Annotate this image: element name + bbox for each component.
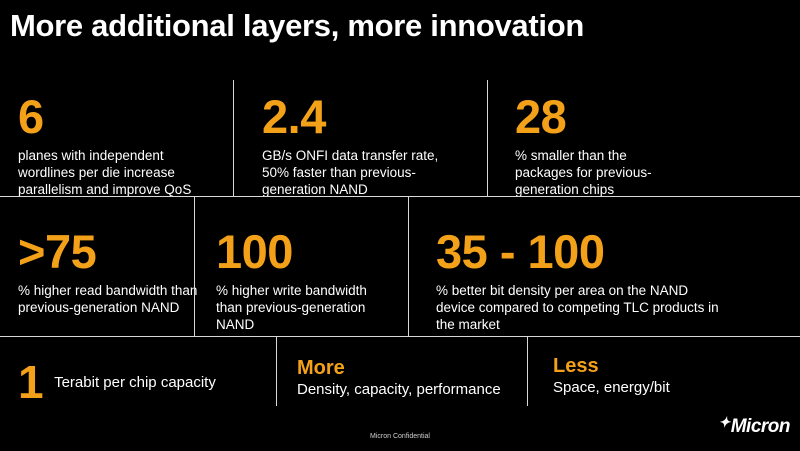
stat-value: 35 - 100	[436, 225, 605, 278]
stat-less: Less Space, energy/bit	[553, 356, 753, 396]
micron-logo: ✦Micron	[718, 414, 790, 438]
row-divider	[0, 196, 800, 197]
divider	[233, 80, 234, 196]
stat-description: Density, capacity, performance	[297, 381, 501, 398]
stat-value: 6	[18, 90, 44, 143]
stat-value: 100	[216, 225, 293, 278]
divider	[194, 196, 195, 336]
stat-more: More Density, capacity, performance	[297, 358, 527, 398]
divider	[527, 336, 528, 406]
stat-package-size: 28 % smaller than the packages for previ…	[515, 93, 665, 198]
stat-value: 28	[515, 90, 567, 143]
stat-description: planes with independent wordlines per di…	[18, 148, 192, 197]
stat-planes: 6 planes with independent wordlines per …	[18, 93, 223, 198]
stat-description: Terabit per chip capacity	[54, 373, 216, 391]
divider	[408, 196, 409, 336]
stat-value: >75	[18, 225, 97, 278]
slide-title: More additional layers, more innovation	[10, 8, 584, 43]
stat-description: % better bit density per area on the NAN…	[436, 283, 719, 332]
stat-description: Space, energy/bit	[553, 379, 670, 396]
stat-bit-density: 35 - 100 % better bit density per area o…	[436, 228, 721, 333]
divider	[487, 80, 488, 196]
stat-transfer-rate: 2.4 GB/s ONFI data transfer rate, 50% fa…	[262, 93, 467, 198]
stat-capacity: 1 Terabit per chip capacity	[18, 359, 268, 405]
stat-description: % higher write bandwidth than previous-g…	[216, 283, 367, 332]
micron-mark-icon: ✦	[718, 414, 730, 430]
stat-read-bandwidth: >75 % higher read bandwidth than previou…	[18, 228, 198, 316]
row-divider	[0, 336, 800, 337]
divider	[276, 336, 277, 406]
stat-description: % higher read bandwidth than previous-ge…	[18, 283, 198, 315]
stat-write-bandwidth: 100 % higher write bandwidth than previo…	[216, 228, 396, 333]
stat-value: 2.4	[262, 90, 326, 143]
stat-value: 1	[18, 356, 44, 408]
confidential-label: Micron Confidential	[370, 433, 430, 440]
logo-text: Micron	[730, 416, 791, 437]
stat-value: More	[297, 357, 345, 379]
stat-description: % smaller than the packages for previous…	[515, 148, 652, 197]
stat-description: GB/s ONFI data transfer rate, 50% faster…	[262, 148, 439, 197]
stat-value: Less	[553, 355, 599, 377]
